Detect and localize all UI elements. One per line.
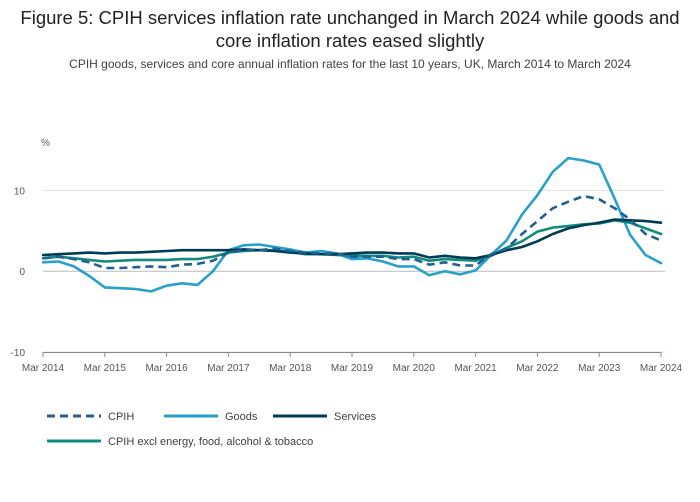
x-tick-label: Mar 2019 — [331, 363, 374, 374]
legend: CPIH Goods Services CPIH excl energy, food,… — [47, 411, 377, 448]
legend-label: CPIH excl energy, food, alcohol & tobacc… — [108, 436, 313, 448]
legend-label: CPIH — [108, 411, 134, 423]
chart-subtitle: CPIH goods, services and core annual inf… — [69, 57, 631, 71]
y-tick-label: 0 — [19, 267, 25, 278]
x-tick-label: Mar 2014 — [22, 363, 65, 374]
gridlines — [43, 189, 665, 353]
x-tick-label: Mar 2018 — [269, 363, 312, 374]
series-line-services — [41, 218, 663, 260]
chart-title: Figure 5: CPIH services inflation rate u… — [20, 7, 680, 51]
y-axis-label: % — [41, 138, 50, 149]
legend-label: Goods — [225, 411, 258, 423]
x-tick-label: Mar 2017 — [207, 363, 250, 374]
series-line-goods — [41, 156, 663, 293]
series-line-cpih-excl-energy-food-alcohol-tobacco — [41, 219, 663, 263]
x-tick-label: Mar 2021 — [454, 363, 497, 374]
axes: -10 0 10 Mar 2014 Mar 2015 Mar 2016 Mar 2017 Ma… — [11, 186, 683, 374]
y-tick-label: 10 — [14, 186, 26, 197]
x-tick-label: Mar 2023 — [578, 363, 621, 374]
series-line-cpih — [42, 194, 662, 270]
x-tick-label: Mar 2022 — [516, 363, 559, 374]
y-tick-label: -10 — [11, 348, 26, 359]
x-tick-label: Mar 2015 — [84, 363, 127, 374]
x-tick-label: Mar 2016 — [145, 363, 188, 374]
x-tick-label: Mar 2024 — [640, 363, 683, 374]
legend-label: Services — [334, 411, 377, 423]
series-lines — [41, 156, 663, 293]
x-tick-label: Mar 2020 — [393, 363, 436, 374]
